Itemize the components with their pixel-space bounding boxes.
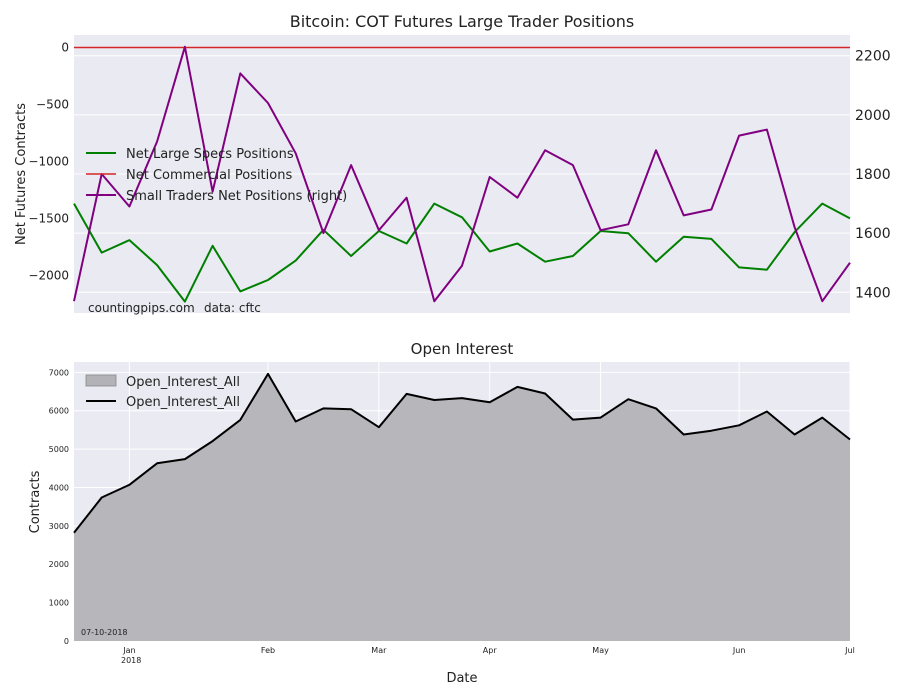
x-tick-year-label: 2018 [121,656,141,665]
data-annotation: data: cftc [204,301,261,315]
positions-y-tick-label: −500 [36,98,69,112]
x-tick-label: Jun [732,646,746,655]
positions-chart: 0 −500 −1000 −1500 −2000 2200 2000 1800 1600 140… [14,12,891,315]
positions-right-axis: 2200 2000 1800 1600 1400 [855,49,891,302]
positions-y-tick-label: −1000 [28,154,69,168]
open-interest-y-tick-label: 2000 [49,560,69,569]
open-interest-y-tick-label: 4000 [49,483,69,492]
open-interest-line [73,372,851,534]
open-interest-y-tick-label: 7000 [49,368,69,377]
x-tick-label: Mar [371,646,387,655]
positions-right-tick-label: 1800 [855,167,891,183]
open-interest-y-tick-label: 0 [64,637,69,646]
open-interest-y-tick-label: 5000 [49,445,69,454]
legend-swatch-oi-area [85,374,117,387]
legend-label-large-specs: Net Large Specs Positions [126,147,294,162]
x-tick-label: Apr [483,646,498,655]
x-axis-label: Date [446,671,477,686]
open-interest-series [73,372,851,641]
open-interest-chart: 0 1000 2000 3000 4000 5000 6000 7000 Jan Feb Mar A… [28,340,855,686]
open-interest-y-axis: 0 1000 2000 3000 4000 5000 6000 7000 [49,368,69,646]
legend-label-oi-line: Open_Interest_All [126,395,240,410]
open-interest-y-tick-label: 3000 [49,522,69,531]
small-traders-line [73,45,851,303]
positions-right-tick-label: 2200 [855,49,891,65]
positions-y-tick-label: −1500 [28,211,69,225]
open-interest-x-axis: Jan Feb Mar Apr May Jun Jul [122,646,855,655]
legend-label-commercial: Net Commercial Positions [126,168,292,183]
positions-title: Bitcoin: COT Futures Large Trader Positi… [290,12,635,31]
legend-label-oi-area: Open_Interest_All [126,375,240,390]
open-interest-area [74,373,850,641]
x-tick-label: Jan [122,646,135,655]
x-tick-label: Jul [844,646,855,655]
large-specs-line [73,202,851,303]
positions-gridlines [74,55,850,293]
positions-right-tick-label: 1600 [855,226,891,242]
open-interest-y-axis-label: Contracts [28,470,43,533]
positions-right-tick-label: 2000 [855,108,891,124]
positions-left-axis: 0 −500 −1000 −1500 −2000 [28,41,69,283]
source-annotation: countingpips.com [88,301,195,315]
positions-y-axis-label: Net Futures Contracts [14,103,29,245]
positions-y-tick-label: 0 [61,41,69,55]
open-interest-y-tick-label: 6000 [49,407,69,416]
x-tick-label: Feb [261,646,275,655]
date-annotation: 07-10-2018 [81,628,128,637]
positions-legend: Net Large Specs Positions Net Commercial… [86,147,347,204]
x-tick-label: May [592,646,609,655]
legend-label-small-traders: Small Traders Net Positions (right) [126,189,347,204]
positions-right-tick-label: 1400 [855,285,891,301]
open-interest-y-tick-label: 1000 [49,599,69,608]
positions-y-tick-label: −2000 [28,268,69,282]
positions-series [73,45,851,303]
open-interest-legend: Open_Interest_All Open_Interest_All [85,374,240,410]
open-interest-title: Open Interest [411,340,514,358]
